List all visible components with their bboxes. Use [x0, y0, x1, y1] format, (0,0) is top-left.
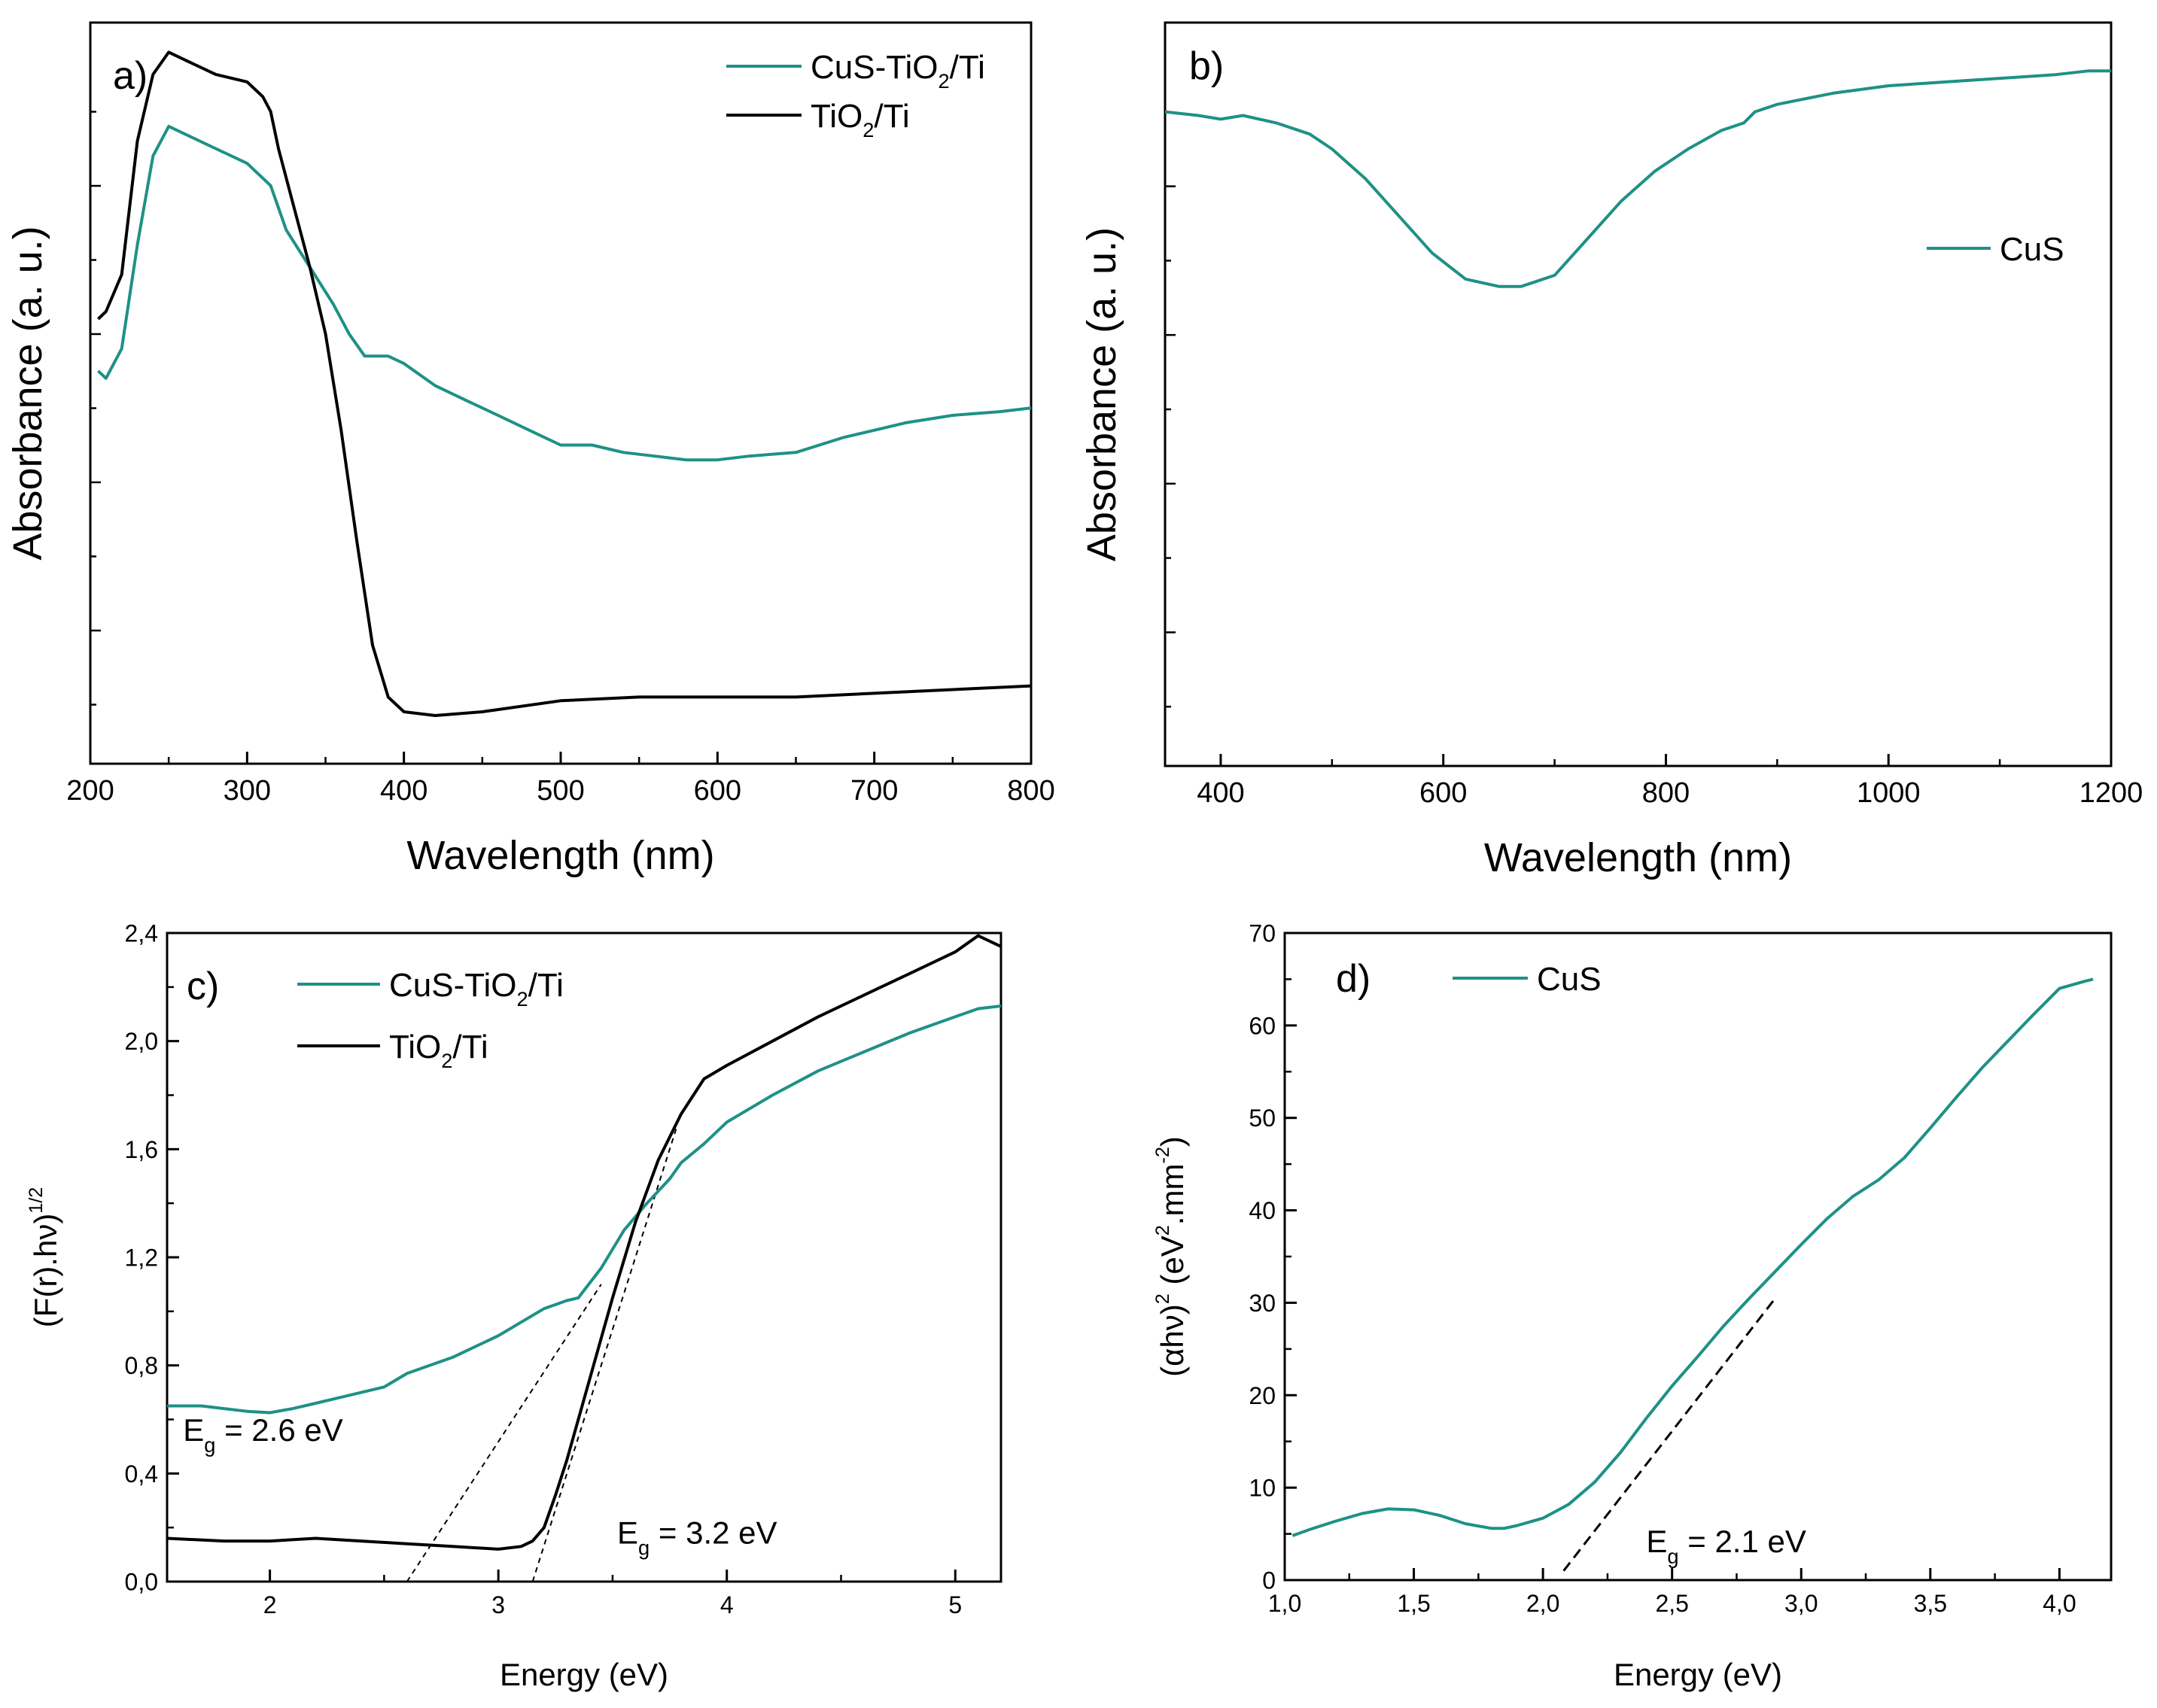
series-line-tio2-ti — [97, 50, 1031, 717]
bandgap-annotation: Eg = 2.1 eV — [1646, 1524, 1806, 1568]
series-line-cus — [1165, 69, 2111, 288]
x-tick-label: 400 — [380, 775, 427, 807]
x-tick-label: 800 — [1007, 775, 1054, 807]
x-tick-label: 600 — [694, 775, 741, 807]
x-tick-label: 600 — [1419, 777, 1467, 809]
x-tick-label: 4 — [720, 1591, 734, 1618]
y-axis-title: (αhν)2 (eV2.mm-2) — [1152, 1136, 1190, 1377]
x-tick-label: 3,5 — [1914, 1590, 1947, 1617]
x-tick-label: 3,0 — [1784, 1590, 1818, 1617]
x-tick-label: 500 — [537, 775, 584, 807]
y-tick-label: 2,0 — [125, 1028, 158, 1055]
series-line-cus — [1291, 977, 2094, 1537]
legend-entry: CuS-TiO2/Ti — [811, 49, 985, 93]
x-tick-label: 3 — [491, 1591, 505, 1618]
plot-frame — [1283, 931, 2113, 1582]
y-tick-label: 20 — [1249, 1382, 1276, 1409]
y-tick-label: 60 — [1249, 1012, 1276, 1039]
x-tick-label: 5 — [948, 1591, 962, 1618]
x-axis-title: Energy (eV) — [1614, 1657, 1782, 1692]
panel-label: d) — [1336, 957, 1371, 1001]
series-line-tio2-ti — [167, 934, 1001, 1551]
y-tick-label: 1,6 — [125, 1136, 158, 1163]
x-axis-title: Wavelength (nm) — [1484, 835, 1792, 880]
x-tick-label: 2,0 — [1526, 1590, 1559, 1617]
bandgap-annotation: Eg = 2.6 eV — [183, 1412, 343, 1457]
chart-panel-d: 1,0 1,5 2,0 2,5 3,0 3,5 4,0 0 10 20 30 40 50 60 70 Ener… — [1152, 920, 2113, 1692]
x-tick-label: 1000 — [1857, 777, 1921, 809]
x-tick-label: 1200 — [2079, 777, 2143, 809]
series-line-cus-tio2-ti — [167, 1004, 1001, 1415]
y-tick-label: 40 — [1249, 1197, 1276, 1224]
panel-label: c) — [187, 965, 219, 1008]
legend-entry: TiO2/Ti — [811, 98, 910, 141]
y-axis-title: Absorbance (a. u.) — [5, 226, 50, 560]
x-tick-label: 2 — [263, 1591, 277, 1618]
y-tick-label: 0,8 — [125, 1352, 158, 1379]
x-tick-label: 4,0 — [2043, 1590, 2076, 1617]
y-tick-label: 2,4 — [125, 920, 158, 947]
y-tick-label: 50 — [1249, 1105, 1276, 1132]
legend-entry: TiO2/Ti — [389, 1029, 488, 1072]
x-tick-label: 200 — [66, 775, 114, 807]
tangent-line — [1562, 1297, 1777, 1572]
chart-panel-b: 400 600 800 1000 1200 Wavelength (nm) Absorban… — [1079, 21, 2143, 880]
x-tick-label: 2,5 — [1655, 1590, 1688, 1617]
y-tick-label: 0 — [1262, 1567, 1276, 1594]
y-tick-label: 0,0 — [125, 1569, 158, 1596]
chart-panel-c: 2 3 4 5 0,0 0,4 0,8 1,2 1,6 2,0 2,4 Energy (eV) (F(r… — [26, 920, 1002, 1692]
panel-label: a) — [113, 54, 148, 98]
legend-entry: CuS — [1537, 961, 1602, 998]
legend-entry: CuS-TiO2/Ti — [389, 967, 564, 1011]
legend-entry: CuS — [2000, 231, 2064, 268]
x-tick-label: 700 — [850, 775, 898, 807]
y-axis-title: (F(r).hν)1/2 — [26, 1187, 63, 1328]
plot-frame — [166, 931, 1002, 1583]
y-tick-label: 70 — [1249, 920, 1276, 947]
y-tick-label: 0,4 — [125, 1460, 158, 1488]
x-tick-label: 300 — [224, 775, 271, 807]
tangent-line — [406, 1284, 602, 1582]
x-axis-title: Energy (eV) — [500, 1657, 668, 1692]
x-tick-label: 1,5 — [1397, 1590, 1430, 1617]
series-line-cus-tio2-ti — [97, 124, 1031, 462]
x-tick-label: 800 — [1642, 777, 1690, 809]
y-tick-label: 10 — [1249, 1475, 1276, 1502]
y-axis-title: Absorbance (a. u.) — [1079, 227, 1124, 561]
y-tick-label: 30 — [1249, 1290, 1276, 1317]
tangent-line — [531, 1127, 677, 1582]
chart-panel-a: 200 300 400 500 600 700 800 Wavelength (nm) Abso… — [5, 21, 1055, 878]
x-axis-title: Wavelength (nm) — [406, 833, 714, 878]
bandgap-annotation: Eg = 3.2 eV — [617, 1515, 777, 1560]
y-tick-label: 1,2 — [125, 1245, 158, 1272]
panel-label: b) — [1189, 44, 1224, 88]
x-tick-label: 400 — [1197, 777, 1244, 809]
plot-frame — [1164, 21, 2113, 767]
x-tick-label: 1,0 — [1268, 1590, 1301, 1617]
